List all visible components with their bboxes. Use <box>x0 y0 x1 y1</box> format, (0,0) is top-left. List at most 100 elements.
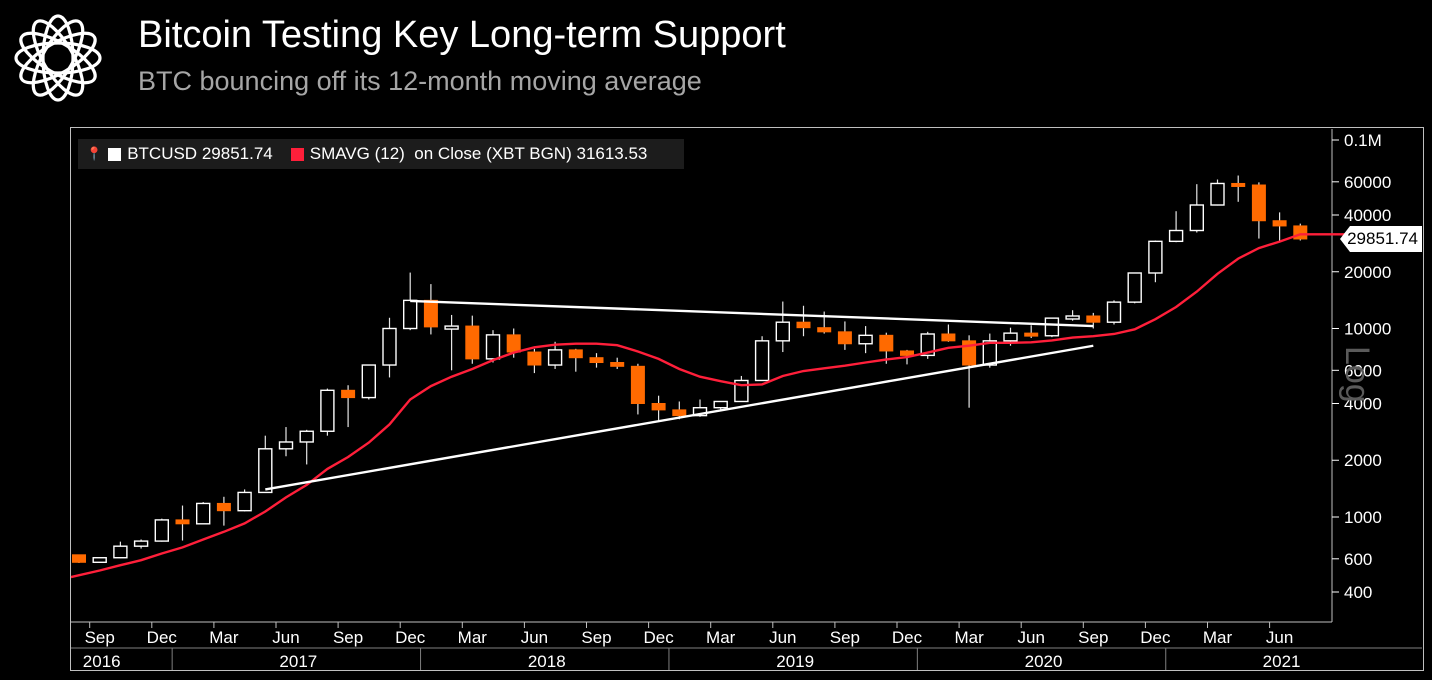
x-tick-label: Sep <box>333 628 363 647</box>
candle-body-down <box>1231 182 1246 187</box>
legend-swatch-btcusd <box>108 147 122 161</box>
x-year-label: 2018 <box>528 652 566 671</box>
candle-body-down <box>941 333 956 342</box>
candle-body-up <box>1044 317 1060 337</box>
candle-body-down <box>465 325 480 360</box>
candle-body-down <box>651 403 666 411</box>
x-tick-label: Jun <box>272 628 299 647</box>
candle-body-up <box>754 340 770 382</box>
candle-body-up <box>92 557 107 563</box>
candle-body-down <box>1086 315 1101 323</box>
x-tick-label: Jun <box>1266 628 1293 647</box>
y-tick-label: 0.1M <box>1344 131 1382 150</box>
candle-body-up <box>920 333 935 357</box>
candle-body-up <box>403 299 418 330</box>
candle-body-up <box>444 325 459 330</box>
candle-body-down <box>796 321 811 329</box>
trendline-lower <box>265 344 1094 491</box>
legend-smavg-desc: on Close (XBT BGN) <box>414 144 572 163</box>
candle-body-down <box>175 519 190 525</box>
candle-body-down <box>1024 332 1039 337</box>
candle-body-up <box>1003 332 1018 342</box>
candle-body-up <box>485 334 501 360</box>
candle-body-down <box>589 357 604 364</box>
candle-body-up <box>382 327 397 366</box>
legend-smavg-name: SMAVG (12) <box>309 144 405 163</box>
x-tick-label: Jun <box>1017 628 1044 647</box>
x-year-label: 2017 <box>279 652 317 671</box>
legend-btcusd-name: BTCUSD <box>127 144 198 163</box>
candle-body-up <box>1065 315 1080 320</box>
y-tick-label: 20000 <box>1344 263 1391 282</box>
x-tick-label: Dec <box>395 628 426 647</box>
candle-body-down <box>900 350 914 356</box>
flower-logo-icon <box>14 14 102 102</box>
candle-body-down <box>1251 184 1266 222</box>
candle-body-down <box>527 351 542 366</box>
x-tick-label: Mar <box>954 628 984 647</box>
legend-smavg-value: 31613.53 <box>576 144 648 163</box>
pin-icon[interactable]: 📍 <box>86 146 103 161</box>
candle-body-up <box>278 441 294 450</box>
candle-body-up <box>258 448 273 494</box>
candle-body-down <box>610 362 625 367</box>
y-tick-label: 60000 <box>1344 173 1391 192</box>
x-tick-label: Jun <box>521 628 548 647</box>
y-tick-label: 6000 <box>1344 361 1382 380</box>
x-tick-label: Sep <box>85 628 115 647</box>
candle-body-up <box>1189 204 1205 232</box>
candle-body-up <box>1127 272 1142 303</box>
page-subtitle: BTC bouncing off its 12-month moving ave… <box>138 66 702 96</box>
candle-body-down <box>672 409 687 417</box>
candle-body-up <box>1210 182 1225 206</box>
candle-body-up <box>320 389 335 432</box>
candle-body-up <box>982 340 997 366</box>
x-tick-label: Dec <box>1140 628 1171 647</box>
candle-body-up <box>1168 229 1184 243</box>
candle-body-up <box>1106 301 1122 323</box>
y-tick-label: 400 <box>1344 583 1372 602</box>
legend-swatch-smavg <box>290 147 304 161</box>
candle-body-down <box>817 327 832 333</box>
y-tick-label: 2000 <box>1344 451 1382 470</box>
x-tick-label: Sep <box>830 628 860 647</box>
candle-body-down <box>1272 220 1287 227</box>
x-tick-label: Sep <box>1078 628 1108 647</box>
candle-body-down <box>72 554 86 563</box>
chart-frame <box>70 127 1424 671</box>
candle-body-up <box>299 430 314 443</box>
last-price-tag: 29851.74 <box>1340 226 1422 252</box>
candle-body-up <box>154 519 170 542</box>
candle-body-up <box>195 502 211 525</box>
chart-legend: 📍 BTCUSD 29851.74 SMAVG (12) on Close (X… <box>78 139 684 169</box>
trendline-upper <box>410 299 1094 328</box>
y-tick-label: 10000 <box>1344 319 1391 338</box>
candle-body-down <box>341 389 356 399</box>
x-tick-label: Mar <box>1203 628 1233 647</box>
candle-body-down <box>216 502 231 512</box>
y-tick-label: 600 <box>1344 550 1372 569</box>
candle-body-up <box>775 321 790 342</box>
y-scale-label: Log <box>1338 346 1376 403</box>
page-title: Bitcoin Testing Key Long-term Support <box>138 14 786 56</box>
y-tick-label: 4000 <box>1344 395 1382 414</box>
candle-body-up <box>237 491 252 512</box>
x-year-label: 2019 <box>776 652 814 671</box>
candle-body-up <box>547 349 563 366</box>
x-year-label: 2021 <box>1263 652 1301 671</box>
legend-btcusd-value: 29851.74 <box>201 144 273 163</box>
x-tick-label: Mar <box>209 628 239 647</box>
x-tick-label: Mar <box>458 628 488 647</box>
candle-body-up <box>361 364 376 399</box>
x-tick-label: Dec <box>643 628 674 647</box>
candle-body-up <box>1148 240 1163 274</box>
x-tick-label: Dec <box>892 628 923 647</box>
x-year-label: 2016 <box>83 652 121 671</box>
candle-body-down <box>630 365 645 405</box>
sma-line <box>70 233 1420 579</box>
candle-body-down <box>879 334 894 352</box>
candle-body-up <box>713 400 728 409</box>
candle-body-down <box>837 331 852 345</box>
y-tick-label: 1000 <box>1344 508 1382 527</box>
